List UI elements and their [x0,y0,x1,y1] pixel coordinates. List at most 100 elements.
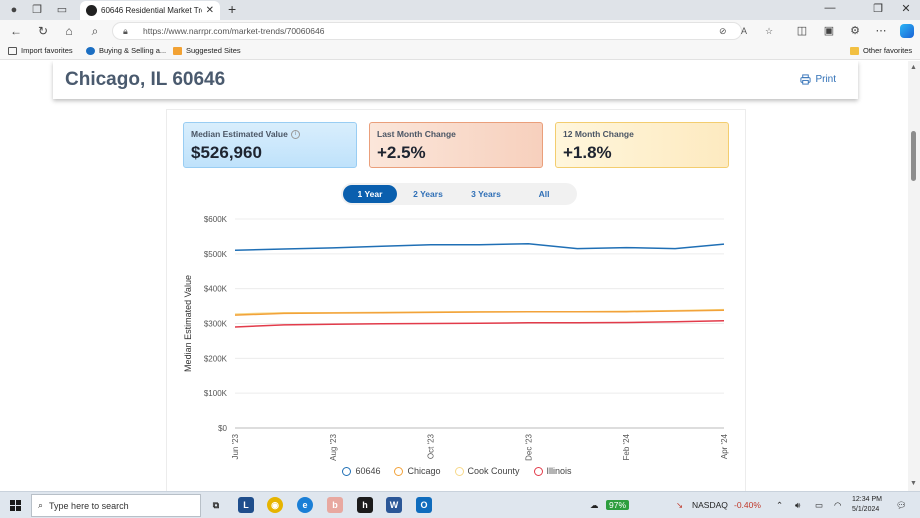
favorite-item[interactable]: Import favorites [8,46,73,55]
search-icon[interactable]: ⌕ [91,24,99,38]
legend-item-cook-county[interactable]: Cook County [454,466,520,476]
range-tab-2-years[interactable]: 2 Years [413,189,443,199]
minimize-icon[interactable]: — [824,2,836,14]
scroll-up-icon[interactable]: ▲ [910,64,917,71]
edge-icon[interactable]: e [297,497,313,513]
restore-icon[interactable]: ❐ [873,3,883,15]
x-tick-label: Oct '23 [427,433,436,459]
volume-icon[interactable]: 🔊︎ [795,500,801,510]
legend-label: Chicago [407,466,441,476]
print-button[interactable]: Print [800,74,836,85]
address-bar-row: ← ↻ ⌂ ⌕ 🔒︎ https://www.narrpr.com/market… [0,20,920,42]
stat-label: Median Estimated Value [191,129,288,139]
stock-name[interactable]: NASDAQ [692,500,728,510]
stat-value: $526,960 [191,143,262,162]
favicon-icon [86,46,95,55]
taskbar: ⌕ Type here to search ⧉ L ◉ e b h W O ☁ … [0,491,920,518]
printer-icon [800,74,811,85]
taskbar-search-input[interactable]: ⌕ Type here to search [31,494,201,517]
info-icon[interactable]: i [290,129,300,139]
close-tab-icon[interactable]: ✕ [205,5,214,16]
favorite-label: Suggested Sites [186,46,241,55]
legend-swatch [394,466,404,476]
back-icon[interactable]: ← [10,24,22,38]
median-value-chart: $0 $100K $200K $300K $400K $500K $600K Jun '23 A… [183,215,729,461]
stat-label: 12 Month Change [563,129,634,139]
extensions-icon[interactable]: ⚙ [850,25,860,37]
url-field[interactable]: 🔒︎ https://www.narrpr.com/market-trends/… [112,22,773,40]
favorite-star-icon[interactable]: ☆ [765,26,774,36]
split-screen-icon[interactable]: ◫ [796,25,808,37]
legend-label: Illinois [546,466,572,476]
range-tab-3-years[interactable]: 3 Years [471,189,501,199]
y-tick-label: $300K [204,320,228,329]
chrome-icon[interactable]: ◉ [267,497,283,513]
x-tick-label: Feb '24 [622,433,631,460]
other-favorites[interactable]: Other favorites [850,46,912,55]
notifications-icon[interactable]: 💬︎ [896,500,907,510]
page-scrollbar[interactable]: ▲ ▼ [908,61,920,491]
suggested-icon [173,46,182,55]
median-value-card: Median Estimated Value i $526,960 [183,122,357,168]
close-window-icon[interactable]: ✕ [901,3,911,15]
app-l-icon[interactable]: L [238,497,254,513]
legend-item-chicago[interactable]: Chicago [394,466,441,476]
y-tick-label: $100K [204,389,228,398]
legend-label: 60646 [355,466,381,476]
workspaces-icon[interactable]: ❐ [32,4,42,16]
word-icon[interactable]: W [386,497,402,513]
task-view-icon[interactable]: ⧉ [212,500,220,510]
profile-icon[interactable]: ● [10,4,18,16]
battery-badge[interactable]: 97% [606,500,630,510]
tab-actions-icon[interactable]: ▭ [56,4,68,16]
stat-label: Last Month Change [377,129,456,139]
outlook-icon[interactable]: O [416,497,432,513]
chart-legend: 60646 Chicago Cook County Illinois [167,466,747,476]
legend-item-illinois[interactable]: Illinois [533,466,572,476]
hulu-icon[interactable]: h [357,497,373,513]
new-tab-icon[interactable]: + [228,1,237,17]
range-tab-1-year[interactable]: 1 Year [343,185,397,203]
y-tick-label: $600K [204,215,228,224]
home-icon[interactable]: ⌂ [65,24,73,38]
range-tab-all[interactable]: All [538,189,550,199]
favorite-item[interactable]: Suggested Sites [173,46,241,55]
britbox-icon[interactable]: b [327,497,343,513]
legend-swatch [533,466,543,476]
show-hidden-icons-icon[interactable]: ⌃ [776,500,784,510]
legend-swatch [454,466,464,476]
site-info-icon[interactable]: 🔒︎ [123,26,128,36]
scroll-thumb[interactable] [911,131,916,181]
legend-swatch [342,466,352,476]
tracking-icon[interactable]: ⊘ [719,26,727,36]
location-header: Chicago, IL 60646 Print [53,61,858,99]
collections-icon[interactable]: ▣ [823,25,835,37]
other-favorites-label: Other favorites [863,46,913,55]
site-favicon-icon [86,5,97,16]
legend-item-60646[interactable]: 60646 [342,466,380,476]
x-tick-label: Jun '23 [231,433,240,459]
favorite-label: Import favorites [21,46,73,55]
stock-change[interactable]: -0.40% [734,500,761,510]
battery-icon[interactable]: ▭ [815,500,824,510]
refresh-icon[interactable]: ↻ [37,24,49,38]
clock-date: 5/1/2024 [852,506,880,513]
stock-chart-icon: ↘ [676,500,684,510]
read-aloud-icon[interactable]: A [741,26,748,36]
copilot-icon[interactable] [900,24,914,38]
weather-icon[interactable]: ☁ [590,500,599,510]
favorites-bar: Import favorites Buying & Selling a... S… [0,42,920,60]
wifi-icon[interactable]: ◠ [834,500,842,510]
scroll-down-icon[interactable]: ▼ [910,480,917,487]
browser-tab[interactable]: 60646 Residential Market Trends ✕ [80,1,220,20]
y-tick-label: $0 [218,424,227,433]
search-icon: ⌕ [38,500,44,510]
menu-icon[interactable]: ⋯ [875,25,887,37]
market-trends-panel: Median Estimated Value i $526,960 Last Mo… [166,109,746,491]
windows-start-icon[interactable] [10,500,21,511]
browser-tab-bar: ● ❐ ▭ 60646 Residential Market Trends ✕ … [0,0,920,20]
system-clock[interactable]: 12:34 PM 5/1/2024 [852,495,882,515]
favorite-item[interactable]: Buying & Selling a... [86,46,166,55]
y-tick-label: $400K [204,285,228,294]
search-placeholder: Type here to search [49,500,129,511]
